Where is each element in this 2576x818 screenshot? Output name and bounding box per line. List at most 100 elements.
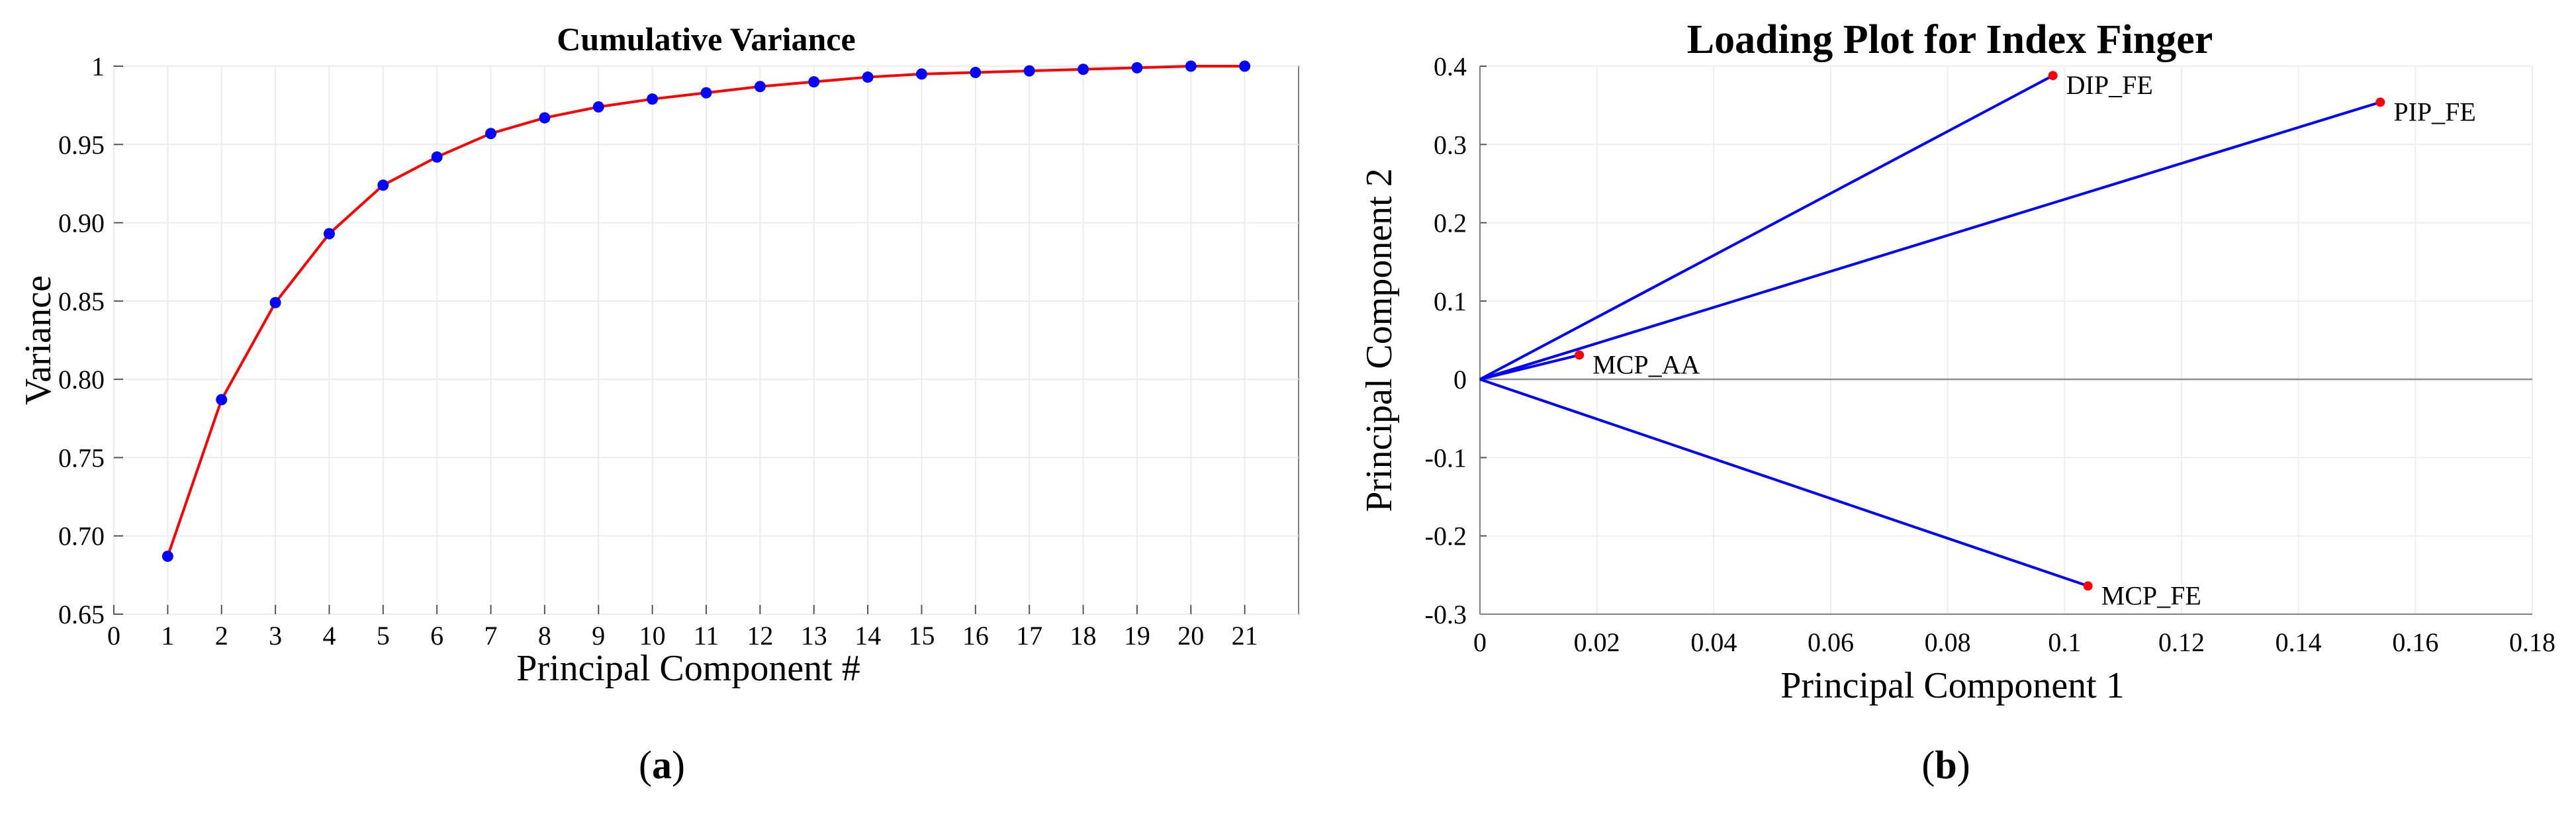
panel-a-title: Cumulative Variance [557,21,855,58]
panel-b-x-tick-label: 0.1 [2048,627,2081,657]
panel-a-y-ticks: 0.65 0.70 0.75 0.80 0.85 0.90 0.95 1 [58,52,123,629]
panel-a-x-tick-label: 18 [1070,621,1097,651]
panel-a-data-point [970,66,982,78]
panel-a-data-point [1239,60,1251,72]
panel-a-data-point [1131,62,1143,73]
panel-a-x-tick-label: 21 [1232,621,1258,651]
panel-b-x-tick-label: 0.12 [2158,627,2205,657]
panel-b-x-tick-label: 0.04 [1690,627,1737,657]
panel-a-x-tick-label: 13 [801,621,827,651]
panel-a-x-tick-label: 17 [1016,621,1042,651]
panel-b-loading-point [1575,350,1585,360]
panel-a-x-tick-label: 1 [161,621,174,651]
panel-b-title: Loading Plot for Index Finger [1687,17,2213,62]
panel-a-data-point [161,550,173,562]
panel-b-x-tick-label: 0.02 [1574,627,1620,657]
panel-a-x-tick-label: 8 [538,621,551,651]
panel-a-x-tick-label: 14 [854,621,881,651]
panel-a-y-tick-label: 0.80 [58,365,105,394]
panel-a-data-point [754,81,766,93]
panel-a-x-tick-label: 3 [269,621,282,651]
panel-a-x-tick-label: 12 [747,621,773,651]
panel-a-data-point [377,179,389,191]
panel-a-y-axis-label: Variance [18,275,59,405]
panel-b-point-label: PIP_FE [2393,97,2476,126]
panel-a-data-point [915,68,927,80]
panel-a-data-point [808,76,820,88]
panel-b-series: DIP_FE PIP_FE MCP_AA MCP_FE [1479,66,2532,615]
panel-a-y-tick-label: 0.95 [58,130,105,159]
panel-b-x-axis-label: Principal Component 1 [1780,665,2125,706]
panel-b-grid [1479,66,2533,615]
panel-a-y-tick-label: 1 [91,52,105,81]
panel-b-point-label: MCP_AA [1592,349,1700,379]
panel-a-data-point [862,71,874,83]
panel-a-y-tick-label: 0.85 [58,287,105,316]
panel-a-data-point [216,394,228,406]
panel-b-x-tick-label: 0 [1473,627,1487,657]
panel-b-loading-vector [1479,101,2381,381]
panel-a-y-tick-label: 0.90 [58,208,105,238]
panel-b-x-tick-label: 0.18 [2509,627,2555,657]
panel-b-loading-vector [1479,378,2089,588]
panel-b-point-label: DIP_FE [2066,70,2153,100]
panel-b-loading-point [2375,97,2385,107]
panel-b-y-axis-label: Principal Component 2 [1359,168,1400,512]
panel-b-loading-vector [1479,74,2054,381]
panel-a-data-point [647,93,659,105]
panel-a-x-tick-label: 2 [215,621,228,651]
panel-a-data-point [592,101,604,113]
panel-b-x-tick-label: 0.16 [2392,627,2438,657]
panel-a-data-point [269,296,281,308]
panel-a-x-tick-label: 7 [484,621,498,651]
panel-a-series [161,60,1251,562]
panel-a-data-point [700,87,712,99]
panel-a-x-ticks: 0 1 2 3 4 5 6 7 8 9 10 11 12 13 14 15 16 17 18 19 20 21 [107,605,1258,651]
panel-a-y-tick-label: 0.65 [58,600,105,629]
panel-a-data-point [1185,60,1197,72]
panel-a-x-tick-label: 19 [1124,621,1150,651]
panel-a-y-tick-label: 0.70 [58,522,105,551]
panel-a-x-tick-label: 16 [962,621,989,651]
panel-b-loading-vector [1479,353,1580,381]
panel-b-x-ticks: 0 0.02 0.04 0.06 0.08 0.1 0.12 0.14 0.16 0.18 [1473,627,2555,657]
panel-b-y-tick-label: 0 [1453,365,1467,394]
panel-b-y-ticks: -0.3 -0.2 -0.1 0 0.1 0.2 0.3 0.4 [1425,52,1487,629]
panel-b-loading-point [2083,581,2093,591]
panel-b-x-tick-label: 0.08 [1925,627,1971,657]
panel-b-y-tick-label: 0.1 [1434,287,1467,316]
panel-b-y-tick-label: -0.3 [1425,600,1467,629]
panel-b-plot-area [1479,66,2533,615]
panel-b-y-tick-label: 0.2 [1434,208,1467,238]
panel-a-x-tick-label: 4 [322,621,336,651]
panel-b-y-tick-label: 0.4 [1434,52,1467,81]
panel-a-x-tick-label: 15 [908,621,935,651]
panel-b-x-tick-label: 0.14 [2276,627,2322,657]
panel-b-loading-plot: 0 0.02 0.04 0.06 0.08 0.1 0.12 0.14 0.16 0.18 -0.… [1359,17,2555,787]
panel-a-label: (a) [639,743,685,787]
panel-a-x-tick-label: 9 [592,621,605,651]
panel-a-data-point [485,128,497,140]
panel-a-data-point [539,112,551,124]
panel-a-x-tick-label: 5 [377,621,390,651]
panel-a-data-point [431,151,443,163]
panel-b-y-tick-label: -0.1 [1425,443,1467,473]
panel-b-point-label: MCP_FE [2101,580,2201,610]
panel-a-x-tick-label: 6 [430,621,443,651]
panel-a-data-point [323,228,335,240]
panel-b-y-tick-label: 0.3 [1434,130,1467,159]
panel-a-x-tick-label: 0 [107,621,120,651]
panel-b-x-tick-label: 0.06 [1808,627,1854,657]
panel-a-x-axis-label: Principal Component # [516,648,860,689]
panel-a-x-tick-label: 20 [1177,621,1204,651]
panel-a-x-tick-label: 10 [639,621,666,651]
panel-b-label: (b) [1921,743,1970,787]
panel-b-loading-point [2048,71,2058,81]
panel-a-x-tick-label: 11 [694,621,719,651]
panel-b-y-tick-label: -0.2 [1425,522,1467,551]
panel-a-y-tick-label: 0.75 [58,443,105,473]
panel-a-data-point [1023,65,1035,77]
panel-a-data-point [1078,64,1089,75]
panel-a-cumulative-variance: 0 1 2 3 4 5 6 7 8 9 10 11 12 13 14 15 16 17 18 19 20 21 0.650… [18,21,1299,787]
